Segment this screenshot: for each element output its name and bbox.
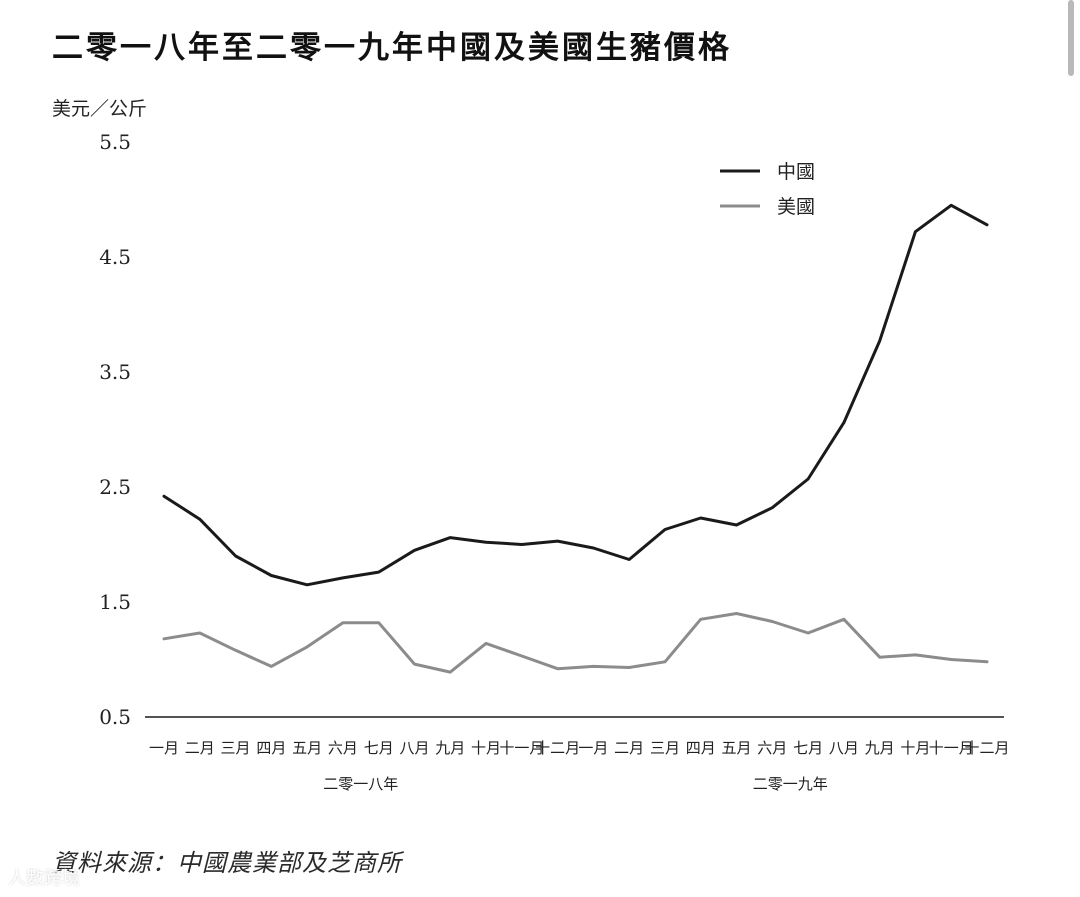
year-group-label: 二零一九年 [753,775,828,793]
x-tick-label: 二月 [185,739,215,757]
series-line-china [162,203,989,587]
x-tick-label: 五月 [722,739,752,757]
x-tick-label: 三月 [650,739,680,757]
y-tick-label: 5.5 [99,130,131,154]
x-tick-label: 七月 [793,739,823,757]
x-tick-label: 九月 [435,739,465,757]
legend-label: 美國 [777,196,815,218]
x-tick-label: 四月 [686,739,716,757]
x-tick-label: 十月 [471,739,501,757]
legend-label: 中國 [777,161,815,183]
series-line-usa [162,612,989,674]
chart-title: 二零一八年至二零一九年中國及美國生豬價格 [52,30,732,66]
x-tick-label: 一月 [578,739,608,757]
x-tick-label: 七月 [364,739,394,757]
watermark: 人數跨境 [8,868,80,889]
x-tick-label: 四月 [256,739,286,757]
year-group-label: 二零一八年 [323,775,398,793]
y-tick-label: 2.5 [99,475,131,499]
y-tick-label: 0.5 [99,705,131,729]
x-tick-label: 十二月 [535,739,580,757]
scrollbar[interactable] [1068,0,1074,76]
x-tick-label: 六月 [328,739,358,757]
x-tick-label: 九月 [865,739,895,757]
x-tick-label: 一月 [149,739,179,757]
source-note: 資料來源：中國農業部及芝商所 [52,849,402,877]
x-tick-label: 三月 [221,739,251,757]
y-axis-label: 美元／公斤 [52,98,147,120]
x-tick-label: 十一月 [929,739,974,757]
y-tick-label: 3.5 [99,360,131,384]
x-tick-label: 八月 [399,739,429,757]
y-tick-label: 4.5 [99,245,131,269]
y-tick-label: 1.5 [99,590,131,614]
x-tick-label: 十一月 [499,739,544,757]
x-tick-label: 六月 [757,739,787,757]
x-tick-label: 八月 [829,739,859,757]
x-tick-label: 十月 [900,739,930,757]
x-tick-label: 五月 [292,739,322,757]
x-tick-label: 二月 [614,739,644,757]
x-tick-label: 十二月 [964,739,1009,757]
